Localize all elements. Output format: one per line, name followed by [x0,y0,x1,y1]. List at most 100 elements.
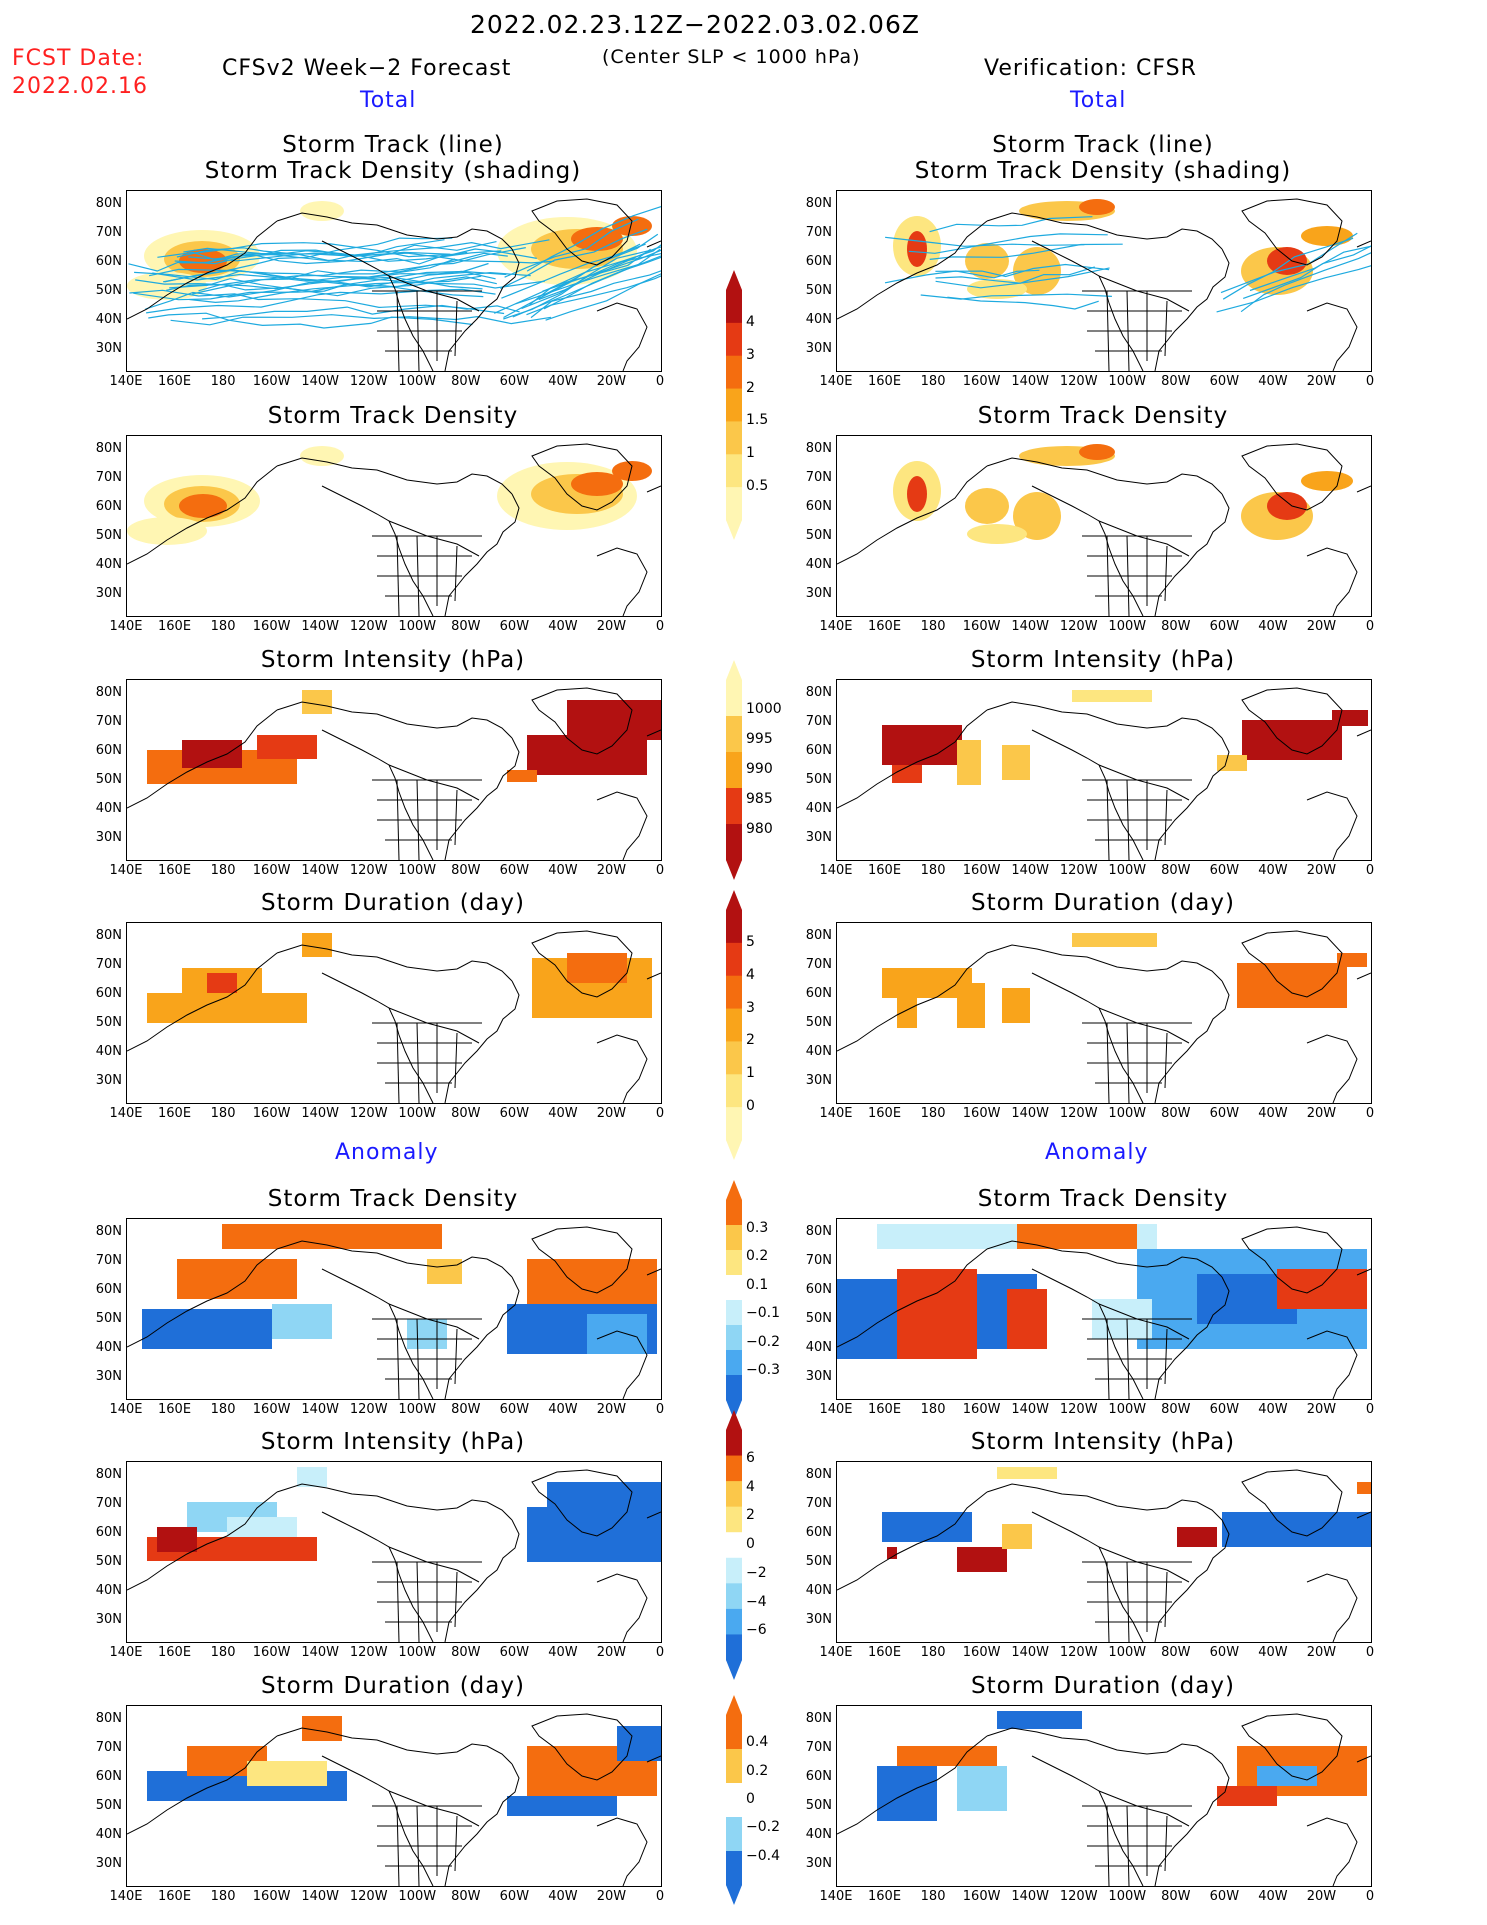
lon-tick-label: 100W [398,1645,437,1660]
coastline [1098,764,1190,801]
lon-tick-label: 20W [596,1106,627,1121]
shaded-region [142,1309,272,1349]
storm-track-line [542,249,661,292]
shaded-region [507,1796,617,1816]
lon-tick-label: 80W [451,1645,481,1660]
storm-track-line [188,252,555,264]
lon-tick-label: 100W [398,374,437,389]
lat-tick-label: 40N [805,1044,832,1059]
storm-track-line [947,296,1099,310]
period-subtitle: (Center SLP < 1000 hPa) [602,46,861,68]
lat-tick-label: 70N [95,714,122,729]
coastline [444,1276,520,1399]
lat-tick-label: 50N [805,1554,832,1569]
shaded-region [507,770,537,782]
lon-tick-label: 80W [451,1889,481,1904]
panel-title: Storm Intensity (hPa) [260,647,526,673]
lon-tick-label: 180 [210,863,236,878]
lon-tick-label: 120W [1059,374,1098,389]
colorbar-label: 4 [746,313,755,330]
lat-tick-label: 70N [95,1253,122,1268]
lat-tick-label: 30N [95,1369,122,1384]
lon-tick-label: 160E [868,1402,902,1417]
coastline [1356,972,1371,980]
colorbar-density_anom [726,1180,742,1420]
lat-tick-label: 40N [805,1583,832,1598]
coastline [1031,1268,1144,1399]
forecast-map-duration [126,922,662,1104]
coastline [1154,248,1230,371]
colorbar-arrow-top [726,660,742,680]
colorbar-segment [726,1107,742,1141]
lon-tick-label: 0 [655,1889,665,1904]
lat-tick-label: 50N [95,772,122,787]
storm-track-line [1240,252,1371,313]
lon-tick-label: 120W [349,1402,388,1417]
panel-title: Storm Duration (day) [261,890,525,916]
coastline [596,791,648,860]
lat-tick-label: 80N [95,685,122,700]
lat-tick-label: 80N [805,1711,832,1726]
shaded-region [1257,1766,1317,1786]
storm-track-line [1216,265,1371,313]
coastline [396,1318,400,1399]
storm-track-line [935,267,1110,284]
colorbar-arrow-bottom [726,1885,742,1905]
shaded-region [1013,492,1061,540]
shaded-region [1337,953,1367,967]
lon-tick-label: 120W [349,1889,388,1904]
lat-tick-label: 60N [805,499,832,514]
shaded-region [887,1547,897,1559]
colorbar-segment [726,1749,742,1784]
panel-title: Storm Track Density [267,1186,519,1212]
coastline [531,443,633,511]
coastline [388,1546,480,1583]
lon-tick-label: 140W [1011,1645,1050,1660]
coastline [1306,1817,1358,1886]
lon-tick-label: 140E [109,374,143,389]
lon-tick-label: 0 [655,1645,665,1660]
colorbar-segment [726,1430,742,1457]
lon-tick-label: 60W [1209,619,1240,634]
storm-track-line [148,312,473,329]
storm-track-line [202,304,520,320]
lon-tick-label: 60W [499,619,530,634]
coastline [1241,198,1343,266]
storm-track-line [538,255,661,297]
lat-tick-label: 40N [805,801,832,816]
colorbar-segment [726,1008,742,1042]
coastline [454,1032,458,1089]
lon-tick-label: 40W [548,619,578,634]
colorbar-label: 0.2 [746,1762,769,1779]
colorbar-segment [726,1375,742,1401]
lat-tick-label: 70N [95,225,122,240]
lat-tick-label: 50N [95,1798,122,1813]
lat-tick-label: 70N [95,1496,122,1511]
coastline [1031,485,1144,616]
lon-tick-label: 40W [1258,1402,1288,1417]
lon-tick-label: 20W [596,1889,627,1904]
shaded-region [222,1224,442,1249]
colorbar-arrow-bottom [726,860,742,880]
storm-track-line [169,276,497,297]
colorbar-segment [726,1300,742,1326]
lon-tick-label: 160E [868,1645,902,1660]
shaded-region [587,1314,647,1354]
colorbar-segment [726,290,742,324]
lat-tick-label: 80N [95,1711,122,1726]
coastline [1126,1561,1130,1642]
coastline [531,1469,633,1537]
shaded-region [1002,988,1030,1023]
lon-tick-label: 160E [158,1402,192,1417]
verification-map-density [836,435,1372,617]
colorbar-label: −4 [746,1593,767,1610]
lon-tick-label: 100W [1108,1402,1147,1417]
lon-tick-label: 160E [158,1889,192,1904]
shaded-region [965,243,1009,279]
lat-tick-label: 80N [95,1467,122,1482]
lon-tick-label: 60W [1209,1402,1240,1417]
colorbar-label: 985 [746,791,773,807]
lon-tick-label: 20W [1306,374,1337,389]
fcst-date-label: FCST Date: [12,46,145,71]
shaded-region [1277,1269,1367,1309]
